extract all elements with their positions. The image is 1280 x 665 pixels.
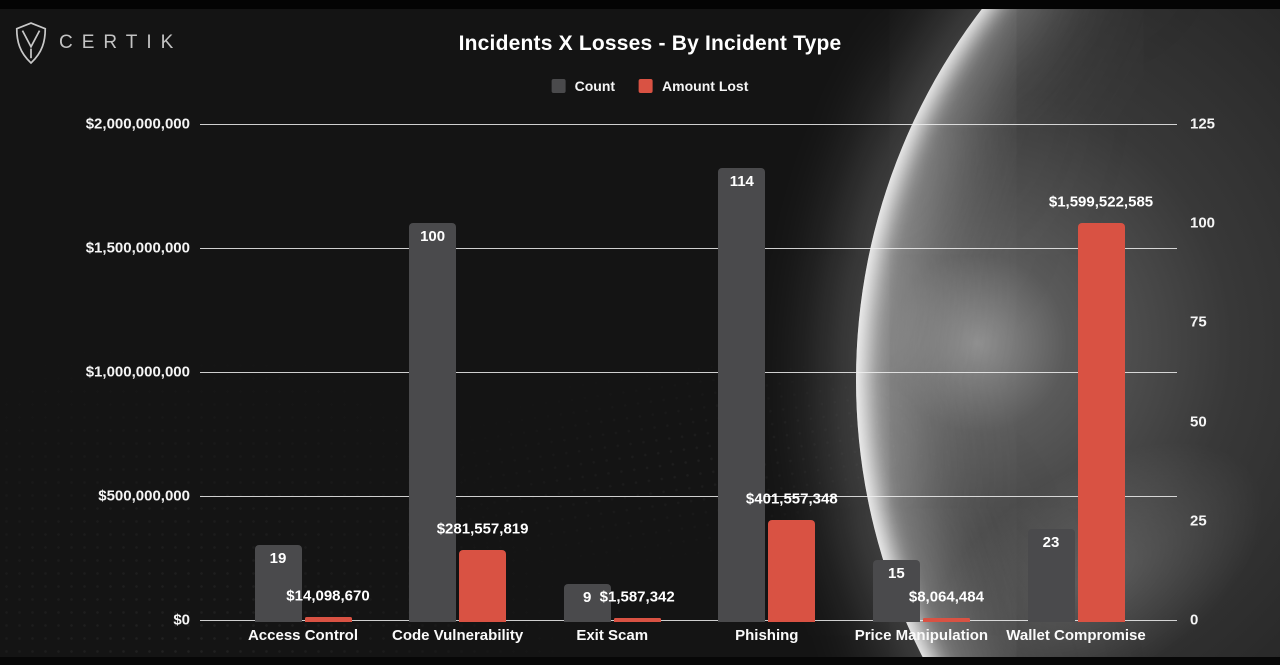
bar-count-access-control[interactable] xyxy=(254,544,302,622)
chart-title: Incidents X Losses - By Incident Type xyxy=(458,32,842,55)
bar-count-wallet-compromise[interactable] xyxy=(1027,528,1075,622)
gridline xyxy=(200,124,1177,125)
count-value-label-phishing: 114 xyxy=(729,172,754,190)
left-axis-tick-label: $1,000,000,000 xyxy=(85,363,190,381)
count-swatch-icon xyxy=(551,79,566,93)
count-value-label-exit-scam: 9 xyxy=(583,589,592,607)
right-axis-tick-label: 100 xyxy=(1190,214,1216,232)
count-value-label-access-control: 19 xyxy=(269,549,287,567)
right-axis-tick-label: 50 xyxy=(1190,413,1207,431)
bar-amount-wallet-compromise[interactable] xyxy=(1077,223,1125,622)
right-axis-tick-label: 75 xyxy=(1190,313,1207,331)
bar-amount-code-vulnerability[interactable] xyxy=(459,550,507,622)
left-axis-tick-label: $500,000,000 xyxy=(98,487,190,505)
category-label-phishing: Phishing xyxy=(735,627,799,644)
top-letterbox-band xyxy=(0,0,1280,9)
category-label-access-control: Access Control xyxy=(247,627,359,644)
bar-amount-price-manipulation[interactable] xyxy=(922,617,970,622)
bar-count-exit-scam[interactable] xyxy=(563,584,611,622)
gridline xyxy=(200,620,1177,621)
legend-item-count[interactable]: Count xyxy=(551,78,616,94)
certik-shield-icon xyxy=(12,20,50,66)
chart-legend: Count Amount Lost xyxy=(551,78,748,94)
bar-amount-phishing[interactable] xyxy=(768,520,816,622)
bar-count-phishing[interactable] xyxy=(718,167,766,622)
count-value-label-wallet-compromise: 23 xyxy=(1042,533,1060,551)
bar-amount-exit-scam[interactable] xyxy=(613,617,661,622)
amount-lost-swatch-icon xyxy=(639,79,654,93)
certik-logo: CERTIK xyxy=(12,20,182,66)
legend-label: Count xyxy=(574,78,616,94)
count-value-label-code-vulnerability: 100 xyxy=(420,228,446,246)
category-label-wallet-compromise: Wallet Compromise xyxy=(1006,627,1146,644)
bar-amount-access-control[interactable] xyxy=(304,616,352,622)
left-axis-tick-label: $1,500,000,000 xyxy=(85,239,190,257)
amount-value-label-wallet-compromise: $1,599,522,585 xyxy=(1048,193,1154,211)
category-label-code-vulnerability: Code Vulnerability xyxy=(392,627,524,644)
bar-count-code-vulnerability[interactable] xyxy=(409,223,457,622)
right-axis-tick-label: 0 xyxy=(1190,611,1199,629)
amount-value-label-price-manipulation: $8,064,484 xyxy=(908,588,984,605)
gridline xyxy=(200,248,1177,249)
amount-value-label-code-vulnerability: $281,557,819 xyxy=(436,520,529,538)
certik-logo-text: CERTIK xyxy=(59,32,183,53)
bottom-letterbox-band xyxy=(0,657,1280,665)
amount-value-label-phishing: $401,557,348 xyxy=(745,490,838,508)
gridline xyxy=(200,496,1177,497)
left-axis-tick-label: $2,000,000,000 xyxy=(85,115,190,133)
left-axis-tick-label: $0 xyxy=(173,611,190,629)
amount-value-label-exit-scam: $1,587,342 xyxy=(599,588,675,605)
legend-item-amount-lost[interactable]: Amount Lost xyxy=(639,78,748,94)
legend-label: Amount Lost xyxy=(662,78,749,94)
right-axis-tick-label: 125 xyxy=(1190,115,1216,133)
right-axis-tick-label: 25 xyxy=(1190,512,1207,530)
gridline xyxy=(200,372,1177,373)
count-value-label-price-manipulation: 15 xyxy=(888,565,905,583)
amount-value-label-access-control: $14,098,670 xyxy=(286,587,370,604)
category-label-price-manipulation: Price Manipulation xyxy=(854,627,989,644)
bar-count-price-manipulation[interactable] xyxy=(872,560,920,622)
category-label-exit-scam: Exit Scam xyxy=(576,627,649,644)
